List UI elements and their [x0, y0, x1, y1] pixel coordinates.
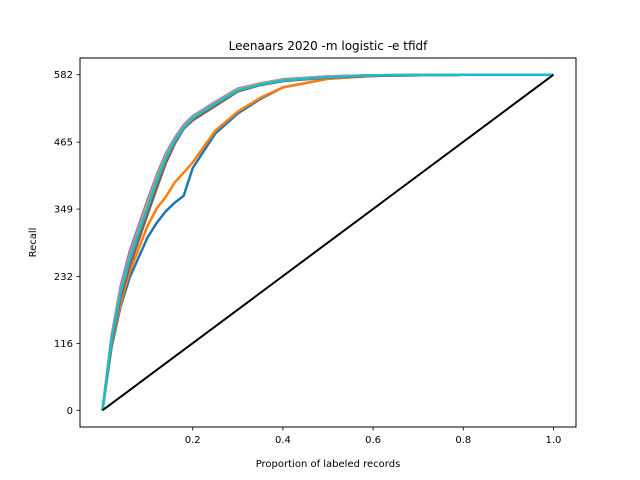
x-tick-label: 0.6 — [365, 435, 381, 446]
y-tick-label: 465 — [54, 138, 73, 149]
x-axis-ticks: 0.2 0.4 0.6 0.8 1.0 — [185, 427, 562, 446]
x-tick-label: 0.2 — [185, 435, 201, 446]
y-tick-label: 349 — [54, 205, 73, 216]
plot-frame — [79, 57, 577, 428]
y-tick-label: 582 — [54, 70, 73, 81]
series-line-10 — [101, 73, 555, 412]
x-tick-label: 1.0 — [546, 435, 562, 446]
chart-title: Leenaars 2020 -m logistic -e tfidf — [229, 39, 428, 53]
y-axis-ticks: 0 116 232 349 465 582 — [54, 70, 80, 417]
y-tick-label: 116 — [54, 339, 73, 350]
x-tick-label: 0.8 — [455, 435, 471, 446]
series-line-9 — [101, 73, 554, 411]
y-axis-label: Recall — [28, 228, 39, 258]
y-tick-label: 0 — [67, 406, 73, 417]
x-tick-label: 0.4 — [275, 435, 291, 446]
x-axis-label: Proportion of labeled records — [256, 459, 401, 470]
y-tick-label: 232 — [54, 272, 73, 283]
plot-lines — [101, 73, 555, 412]
